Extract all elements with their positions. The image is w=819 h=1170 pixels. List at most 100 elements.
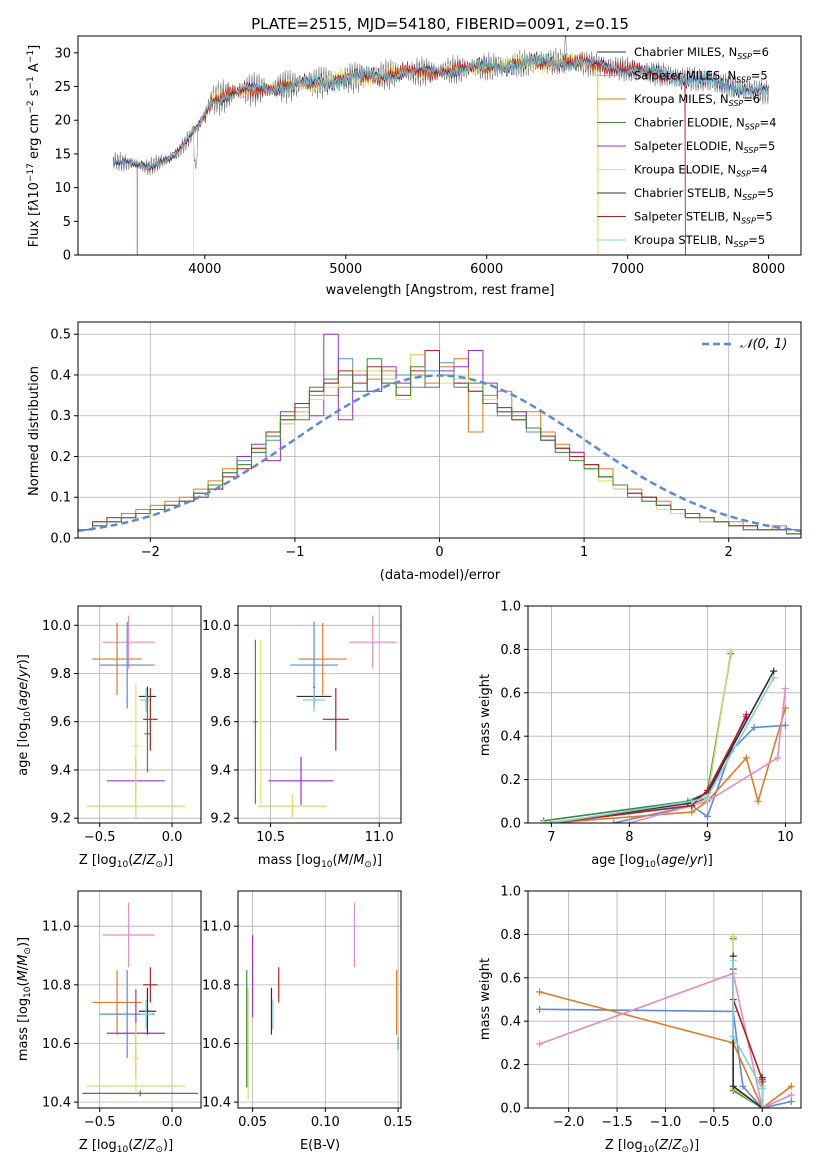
spectrum-legend: Chabrier MILES, NSSP=6 Salpeter MILES, NS…: [597, 45, 776, 249]
residuals-ytick-label: 0.5: [50, 328, 71, 343]
residuals-xtick-label: 2: [725, 545, 733, 560]
age-vs-Z-ytick-label: 10.0: [42, 619, 71, 634]
age-vs-Z-xlabel: Z [log10(Z/Z⊙)]: [79, 853, 173, 870]
mass-vs-EBV-ytick-label: 10.4: [202, 1096, 231, 1111]
age-vs-Z-ytick-label: 9.2: [50, 812, 71, 827]
spectrum-ytick-label: 20: [54, 114, 71, 129]
spectrum-ytick-label: 25: [54, 80, 71, 95]
mass-vs-EBV-ytick-label: 11.0: [202, 920, 231, 935]
model-spectrum: [136, 51, 686, 255]
weight-vs-age-ytick-label: 0.6: [500, 686, 521, 701]
legend-label: Salpeter MILES, NSSP=5: [634, 69, 768, 85]
weight-vs-age-xtick-label: 8: [625, 830, 633, 845]
legend-label: Chabrier ELODIE, NSSP=4: [634, 116, 776, 132]
clip3-content: [253, 615, 397, 819]
weight-marker: [770, 674, 778, 682]
weight-marker: [703, 812, 711, 820]
weight-vs-age-ytick-label: 0.0: [500, 817, 521, 832]
weight-marker: [536, 988, 544, 996]
legend-label: Kroupa STELIB, NSSP=5: [634, 233, 765, 249]
weight-vs-age-panel: 7 8 9 10 0.0 0.2 0.4 0.6 0.8 1.0: [500, 600, 802, 845]
mass-vs-EBV-ytick-label: 10.6: [202, 1037, 231, 1052]
weight-vs-age-frame: [527, 605, 802, 824]
mass-vs-EBV-xlabel: E(B-V): [300, 1138, 340, 1153]
mass-vs-EBV-xtick-label: 0.15: [384, 1115, 413, 1130]
weight-vs-Z-ytick-label: 0.4: [500, 1015, 521, 1030]
residuals-ytick-label: 0.2: [50, 450, 71, 465]
residuals-frame: [77, 321, 802, 539]
residuals-xtick-label: −1: [285, 545, 304, 560]
age-vs-mass-panel: 10.5 11.0 9.2 9.4 9.6 9.8 10.0: [202, 605, 402, 845]
weight-vs-Z-ytick-label: 0.8: [500, 928, 521, 943]
age-vs-Z-panel: −0.5 0.0 9.2 9.4 9.6 9.8 10.0: [42, 605, 202, 845]
clip0-content: [112, 36, 769, 255]
legend-label: Chabrier STELIB, NSSP=5: [634, 186, 774, 202]
weight-vs-Z-ytick-label: 0.6: [500, 971, 521, 986]
weight-line: [551, 677, 775, 823]
mass-vs-Z-ylabel: mass [log10(M/M⊙)]: [16, 937, 33, 1061]
weight-line: [551, 716, 748, 823]
weight-line: [551, 707, 787, 823]
age-vs-Z-xtick-label: −0.5: [84, 830, 116, 845]
weight-vs-age-xtick-label: 7: [547, 830, 555, 845]
weight-marker: [703, 786, 711, 794]
weight-vs-Z-xlabel: Z [log10(Z/Z⊙)]: [605, 1138, 699, 1155]
weight-marker: [729, 1082, 737, 1090]
residuals-ytick-label: 0.0: [50, 532, 71, 547]
weight-marker: [758, 1076, 766, 1084]
weight-marker: [742, 754, 750, 762]
age-vs-mass-xlabel: mass [log10(M/M⊙)]: [258, 853, 382, 870]
weight-vs-age-xtick-label: 10: [777, 830, 794, 845]
weight-marker: [758, 1084, 766, 1092]
mass-vs-EBV-ytick-label: 10.8: [202, 978, 231, 993]
weight-vs-age-ytick-label: 1.0: [500, 600, 521, 615]
weight-marker: [703, 793, 711, 801]
weight-marker: [540, 819, 548, 823]
residuals-ylabel: Normed distribution: [27, 366, 42, 496]
spectrum-xtick-label: 6000: [470, 262, 503, 277]
weight-vs-Z-xtick-label: −1.5: [601, 1115, 633, 1130]
weight-vs-Z-xtick-label: 0.0: [752, 1115, 773, 1130]
mass-vs-Z-xlabel: Z [log10(Z/Z⊙)]: [79, 1138, 173, 1155]
residuals-xtick-label: 0: [435, 545, 443, 560]
weight-marker: [739, 1082, 747, 1090]
weight-marker: [729, 1032, 737, 1040]
weight-marker: [729, 933, 737, 941]
spectrum-ytick-label: 5: [63, 215, 71, 230]
clip5-content: [82, 902, 199, 1097]
spectrum-ytick-label: 30: [54, 46, 71, 61]
weight-vs-age-xlabel: age [log10(age/yr)]: [591, 853, 713, 870]
residuals-xlabel: (data-model)/error: [380, 568, 501, 583]
spectrum-xtick-label: 5000: [329, 262, 362, 277]
residuals-panel: −2 −1 0 1 2 0.0 0.1 0.2 0.3 0.4 0.5: [50, 321, 802, 560]
clip1-content: [78, 333, 801, 538]
weight-vs-Z-ytick-label: 0.2: [500, 1058, 521, 1073]
mass-vs-EBV-panel: 0.05 0.10 0.15 10.4 10.6 10.8 11.0: [202, 890, 413, 1130]
spectrum-frame: [77, 35, 802, 256]
mass-vs-Z-ytick-label: 10.6: [42, 1037, 71, 1052]
weight-marker: [770, 667, 778, 675]
weight-line: [732, 960, 764, 1108]
residuals-ytick-label: 0.4: [50, 368, 71, 383]
mass-vs-Z-ytick-label: 10.8: [42, 978, 71, 993]
weight-marker: [781, 721, 789, 729]
weight-marker: [536, 1005, 544, 1013]
age-vs-mass-ytick-label: 9.8: [210, 667, 231, 682]
spectrum-ylabel: Flux [fλ10−17 erg cm−2 s−1 A−1]: [26, 45, 42, 247]
model-spectrum: [112, 51, 769, 172]
weight-marker: [758, 1104, 766, 1108]
residuals-ytick-label: 0.1: [50, 491, 71, 506]
weight-vs-age-ytick-label: 0.4: [500, 730, 521, 745]
spectrum-xtick-label: 7000: [611, 262, 644, 277]
gaussian-legend-label: 𝒩(0, 1): [740, 337, 787, 352]
mass-vs-Z-frame: [77, 890, 202, 1109]
weight-line: [629, 688, 787, 823]
weight-vs-Z-ytick-label: 1.0: [500, 885, 521, 900]
legend-label: Salpeter STELIB, NSSP=5: [634, 210, 773, 226]
weight-marker: [754, 797, 762, 805]
clip7-content: [536, 933, 795, 1108]
mass-vs-Z-ytick-label: 11.0: [42, 920, 71, 935]
weight-vs-Z-ylabel: mass weight: [478, 958, 493, 1040]
mass-vs-EBV-frame: [237, 890, 402, 1109]
